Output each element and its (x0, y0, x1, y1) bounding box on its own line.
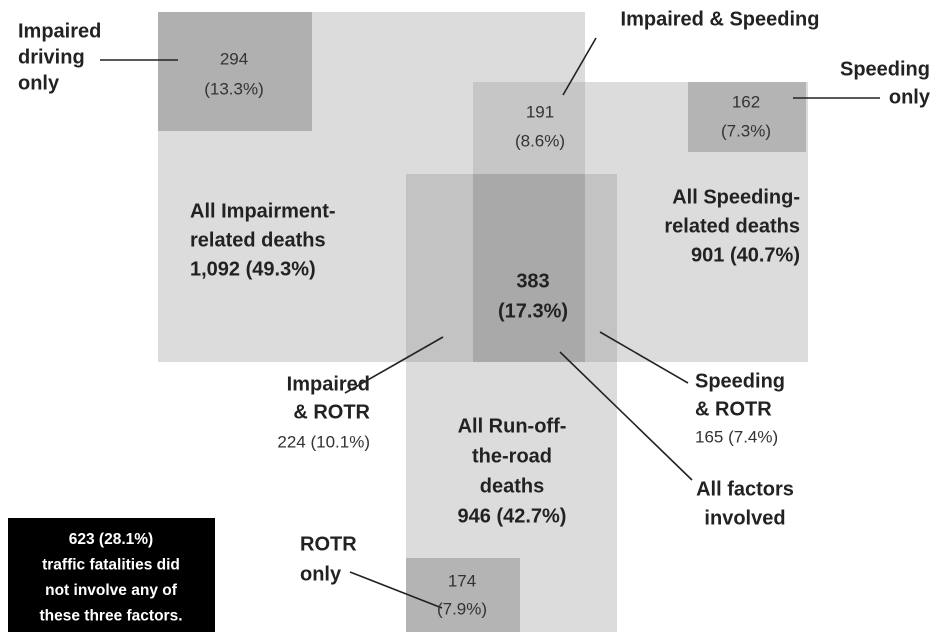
label: ROTR (300, 533, 357, 555)
speeding-rotr-area (585, 174, 617, 362)
label: not involve any of (45, 582, 178, 599)
label: Impaired (18, 20, 101, 42)
label: 294 (220, 49, 248, 68)
label: 191 (526, 102, 554, 121)
label: Speeding (695, 370, 785, 392)
label: only (300, 563, 342, 585)
leader (562, 37, 597, 96)
label: & ROTR (695, 398, 772, 420)
label: Impaired (287, 373, 370, 395)
label: All Impairment- (190, 200, 336, 222)
label: 623 (28.1%) (69, 531, 153, 548)
label: 946 (42.7%) (458, 505, 567, 527)
label: related deaths (664, 215, 800, 237)
label: these three factors. (40, 608, 183, 625)
note-box (8, 518, 215, 632)
label: 383 (516, 270, 549, 292)
label: deaths (480, 475, 544, 497)
label: only (889, 86, 931, 108)
leader (599, 331, 689, 384)
label: (7.3%) (721, 121, 771, 140)
label: All Speeding- (672, 186, 800, 208)
label: (8.6%) (515, 131, 565, 150)
label: related deaths (190, 229, 326, 251)
label: Impaired & Speeding (621, 8, 820, 30)
label: involved (704, 507, 785, 529)
label: driving (18, 46, 85, 68)
label: traffic fatalities did (42, 557, 180, 574)
label: All Run-off- (458, 415, 567, 437)
label: 174 (448, 571, 476, 590)
label: All factors (696, 478, 794, 500)
label: 224 (10.1%) (277, 432, 370, 451)
all-factors-area (473, 174, 585, 362)
impaired-rotr-area (406, 174, 473, 362)
label: the-road (472, 445, 552, 467)
label: 901 (40.7%) (691, 244, 800, 266)
labels: Impaired driving only 294 (13.3%) Impaired & … (18, 8, 931, 624)
impaired-only-box (158, 12, 312, 131)
label: 1,092 (49.3%) (190, 258, 316, 280)
speeding-only-box (688, 82, 806, 152)
label: 162 (732, 92, 760, 111)
label: only (18, 72, 60, 94)
leader (559, 351, 693, 481)
label: (7.9%) (437, 599, 487, 618)
leader (349, 571, 443, 609)
rotr-only-box (406, 558, 520, 632)
label: (17.3%) (498, 300, 568, 322)
label: & ROTR (293, 401, 370, 423)
label: (13.3%) (204, 79, 264, 98)
label: 165 (7.4%) (695, 427, 778, 446)
label: Speeding (840, 58, 930, 80)
leader (344, 336, 444, 394)
